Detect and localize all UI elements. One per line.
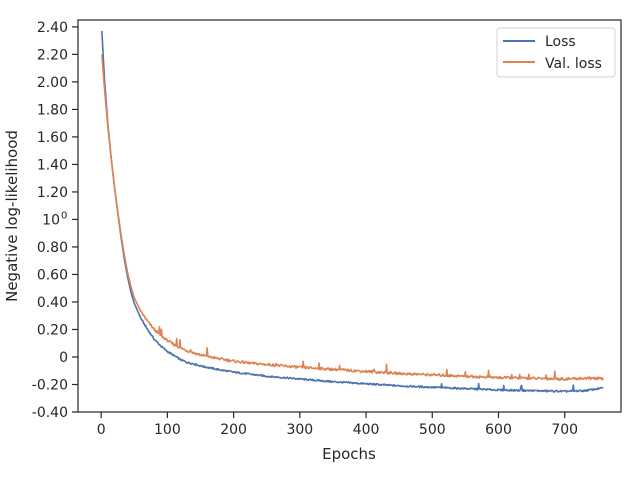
y-tick-label: 2.00 bbox=[37, 75, 68, 91]
y-axis-label: Negative log-likelihood bbox=[3, 130, 21, 302]
y-tick-label: 0.20 bbox=[37, 322, 68, 338]
y-tick-label: 2.40 bbox=[37, 20, 68, 36]
y-tick-label: 2.20 bbox=[37, 47, 68, 63]
legend: Loss Val. loss bbox=[496, 27, 616, 78]
x-tick-label: 400 bbox=[353, 422, 380, 438]
series-layer bbox=[101, 30, 604, 393]
y-tick-label: 1.40 bbox=[37, 157, 68, 173]
y-tick-label: 0 bbox=[59, 350, 68, 366]
y-tick-label: 1.60 bbox=[37, 130, 68, 146]
x-tick-label: 700 bbox=[551, 422, 578, 438]
x-tick-label: 600 bbox=[485, 422, 512, 438]
y-tick-label-exponent: 0 bbox=[61, 210, 67, 221]
x-tick-label: 0 bbox=[97, 422, 106, 438]
x-tick-label: 200 bbox=[220, 422, 247, 438]
x-tick-label: 300 bbox=[286, 422, 313, 438]
x-tick-label: 100 bbox=[154, 422, 181, 438]
y-tick-label: 0.60 bbox=[37, 267, 68, 283]
y-tick-label: 10 bbox=[42, 212, 60, 228]
y-tick-label: 1.20 bbox=[37, 185, 68, 201]
legend-label-val-loss: Val. loss bbox=[545, 56, 602, 72]
x-axis-label: Epochs bbox=[322, 445, 376, 463]
series-line-val-loss bbox=[101, 54, 604, 381]
y-tick-label: -0.20 bbox=[32, 377, 68, 393]
y-tick-label: -0.40 bbox=[32, 405, 68, 421]
y-tick-label: 0.40 bbox=[37, 295, 68, 311]
legend-label-loss: Loss bbox=[545, 34, 576, 50]
y-tick-label: 1.80 bbox=[37, 102, 68, 118]
x-tick-label: 500 bbox=[419, 422, 446, 438]
x-axis-ticks: 0 100 200 300 400 500 600 700 bbox=[97, 412, 578, 438]
series-line-loss bbox=[101, 30, 604, 393]
plot-frame bbox=[77, 19, 622, 413]
y-tick-label: 0.80 bbox=[37, 240, 68, 256]
